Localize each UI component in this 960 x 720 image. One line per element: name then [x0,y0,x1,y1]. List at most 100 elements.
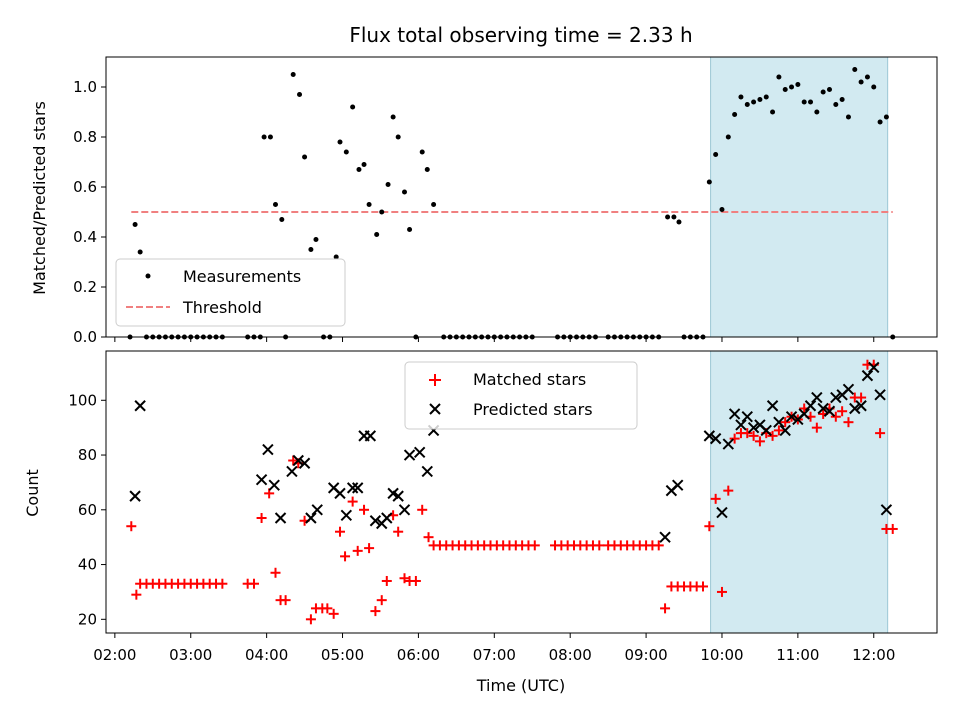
measurement-point [361,162,367,167]
measurement-point [279,217,285,222]
flux-y-tick-label: 0.4 [73,228,97,246]
predicted-star-point [369,515,382,527]
matched-star-point [410,575,421,586]
counts-y-tick-label: 100 [68,391,97,409]
measurement-point [795,82,801,87]
measurement-point [725,134,731,140]
predicted-star-point [346,482,359,494]
predicted-star-point [413,446,426,459]
measurement-point [744,102,750,107]
measurement-point [789,84,795,90]
measurement-point [343,149,349,155]
measurement-point [374,232,380,237]
predicted-star-point [798,408,810,420]
measurement-point [290,72,296,77]
predicted-star-point [868,361,880,374]
matched-star-point [393,526,404,537]
chart-title: Flux total observing time = 2.33 h [349,23,692,47]
measurement-point [267,134,273,140]
matched-star-point [248,578,259,589]
matched-star-point [754,436,765,447]
measurement-point [356,167,362,172]
matched-star-point [270,567,281,578]
x-tick-label: 05:00 [321,646,364,664]
measurement-point [738,94,744,100]
measurement-point [776,74,782,80]
matched-star-point [417,504,428,515]
predicted-star-point [311,504,323,516]
counts-y-tick-label: 40 [78,556,97,574]
flux-legend: Measurements Threshold [115,258,346,327]
flux-y-axis-label: Matched/Predicted stars [30,101,49,295]
legend-matched-label: Matched stars [473,370,586,389]
matched-star-point [830,411,841,422]
predicted-star-point [703,430,716,442]
matched-star-point [322,603,333,614]
measurement-point [864,74,870,80]
measurement-point [385,182,391,187]
matched-star-point [347,496,358,507]
predicted-star-point [403,449,416,461]
predicted-star-point [262,443,274,456]
x-tick-label: 10:00 [700,646,743,664]
counts-y-tick-label: 80 [78,446,97,464]
x-tick-label: 06:00 [397,646,440,664]
flux-axes-frame [105,56,938,338]
x-axis-label: Time (UTC) [476,676,565,695]
x-tick-label: 03:00 [169,646,212,664]
measurement-point [858,79,864,85]
measurement-point [379,209,385,215]
predicted-star-point [830,391,842,404]
flux-ratio-panel: 0.0 0.2 0.4 0.6 0.8 1.0 Matched/Predicted sta… [30,56,938,346]
matched-star-point [423,532,434,543]
measurement-point [871,84,877,90]
legend-predicted-marker [429,403,441,415]
matched-star-point [359,504,370,515]
measurement-point [297,92,303,97]
predicted-star-point [286,465,298,478]
predicted-star-point [779,424,791,437]
measurement-point [431,202,437,207]
matched-star-point [529,540,540,551]
measurement-point [877,119,883,125]
predicted-star-point [298,457,311,469]
predicted-star-point [292,454,304,467]
matched-star-point [653,540,664,551]
matched-star-point [594,540,605,551]
measurement-point [852,67,858,72]
measurement-point [826,87,832,92]
matched-star-point [131,589,142,600]
predicted-star-point [274,512,287,524]
flux-y-tick-label: 0.6 [73,178,97,196]
predicted-star-point [880,504,893,516]
predicted-star-point [672,479,684,491]
predicted-star-point [741,411,753,423]
predicted-star-point [255,473,268,486]
matched-star-point [875,428,886,439]
flux-shaded-span [710,56,889,338]
predicted-star-point [747,421,760,434]
x-tick-label: 07:00 [473,646,516,664]
measurement-point [732,112,738,117]
matched-star-point [704,521,715,532]
matched-star-point [660,603,671,614]
matched-star-point [217,578,228,589]
matched-star-point [305,614,316,625]
measurement-point [402,189,408,195]
measurement-point [676,219,682,225]
measurement-point [770,109,776,115]
predicted-star-point [421,465,433,478]
measurement-point [419,149,425,155]
flux-x-axis-ticks [114,337,875,342]
matched-star-point [364,543,375,554]
matched-star-point [843,417,854,428]
counts-legend-box [404,361,638,430]
predicted-star-point [268,479,280,491]
measurement-point [883,114,889,120]
predicted-star-point [760,424,772,437]
x-tick-label: 11:00 [776,646,819,664]
legend-matched-marker [429,374,441,386]
measurement-point [719,207,725,212]
predicted-star-point [340,509,353,521]
x-tick-label: 02:00 [93,646,136,664]
